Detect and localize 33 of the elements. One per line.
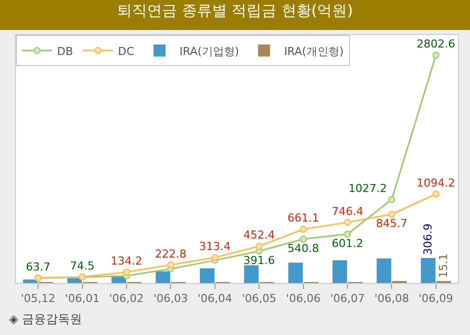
x-tick-label: '06,01 <box>65 292 100 306</box>
legend-label: IRA(기업형) <box>180 44 240 58</box>
x-tick-label: '06,04 <box>198 292 232 306</box>
data-label: 452.4 <box>243 228 275 242</box>
data-label: 746.4 <box>332 204 364 218</box>
data-label: 601.2 <box>332 237 364 250</box>
legend-label: DB <box>57 44 74 58</box>
data-label: 540.8 <box>288 242 320 256</box>
data-label: 2802.6 <box>416 38 456 51</box>
x-tick-label: '06,02 <box>109 292 144 306</box>
data-label: 74.5 <box>70 259 95 272</box>
x-tick-label: '06,07 <box>330 292 365 306</box>
x-tick-label: '06,05 <box>242 292 276 306</box>
data-label: 222.8 <box>154 247 186 260</box>
x-tick-label: '06,03 <box>153 292 188 306</box>
legend-label: DC <box>118 44 134 58</box>
x-tick-label: '06,08 <box>374 292 409 306</box>
data-label: 15.1 <box>437 254 450 278</box>
data-label: 313.4 <box>199 240 231 254</box>
data-label: 845.7 <box>376 217 408 230</box>
x-tick-label: '05,12 <box>20 292 56 306</box>
data-label: 1094.2 <box>416 176 456 190</box>
text: ◈ 금융감독원 <box>9 312 82 326</box>
legend-label: IRA(개인형) <box>284 44 344 58</box>
data-label: 134.2 <box>110 254 142 268</box>
x-tick-label: '06,06 <box>286 292 321 306</box>
x-tick-label: '06,09 <box>418 292 454 306</box>
data-label: 1027.2 <box>348 182 387 195</box>
data-label: 661.1 <box>288 212 320 225</box>
data-label: 63.7 <box>26 260 50 274</box>
chart-title: 퇴직연금 종류별 적립금 현황(억원) <box>116 2 354 20</box>
data-label: 391.6 <box>243 254 275 268</box>
data-label: 306.9 <box>422 224 435 256</box>
